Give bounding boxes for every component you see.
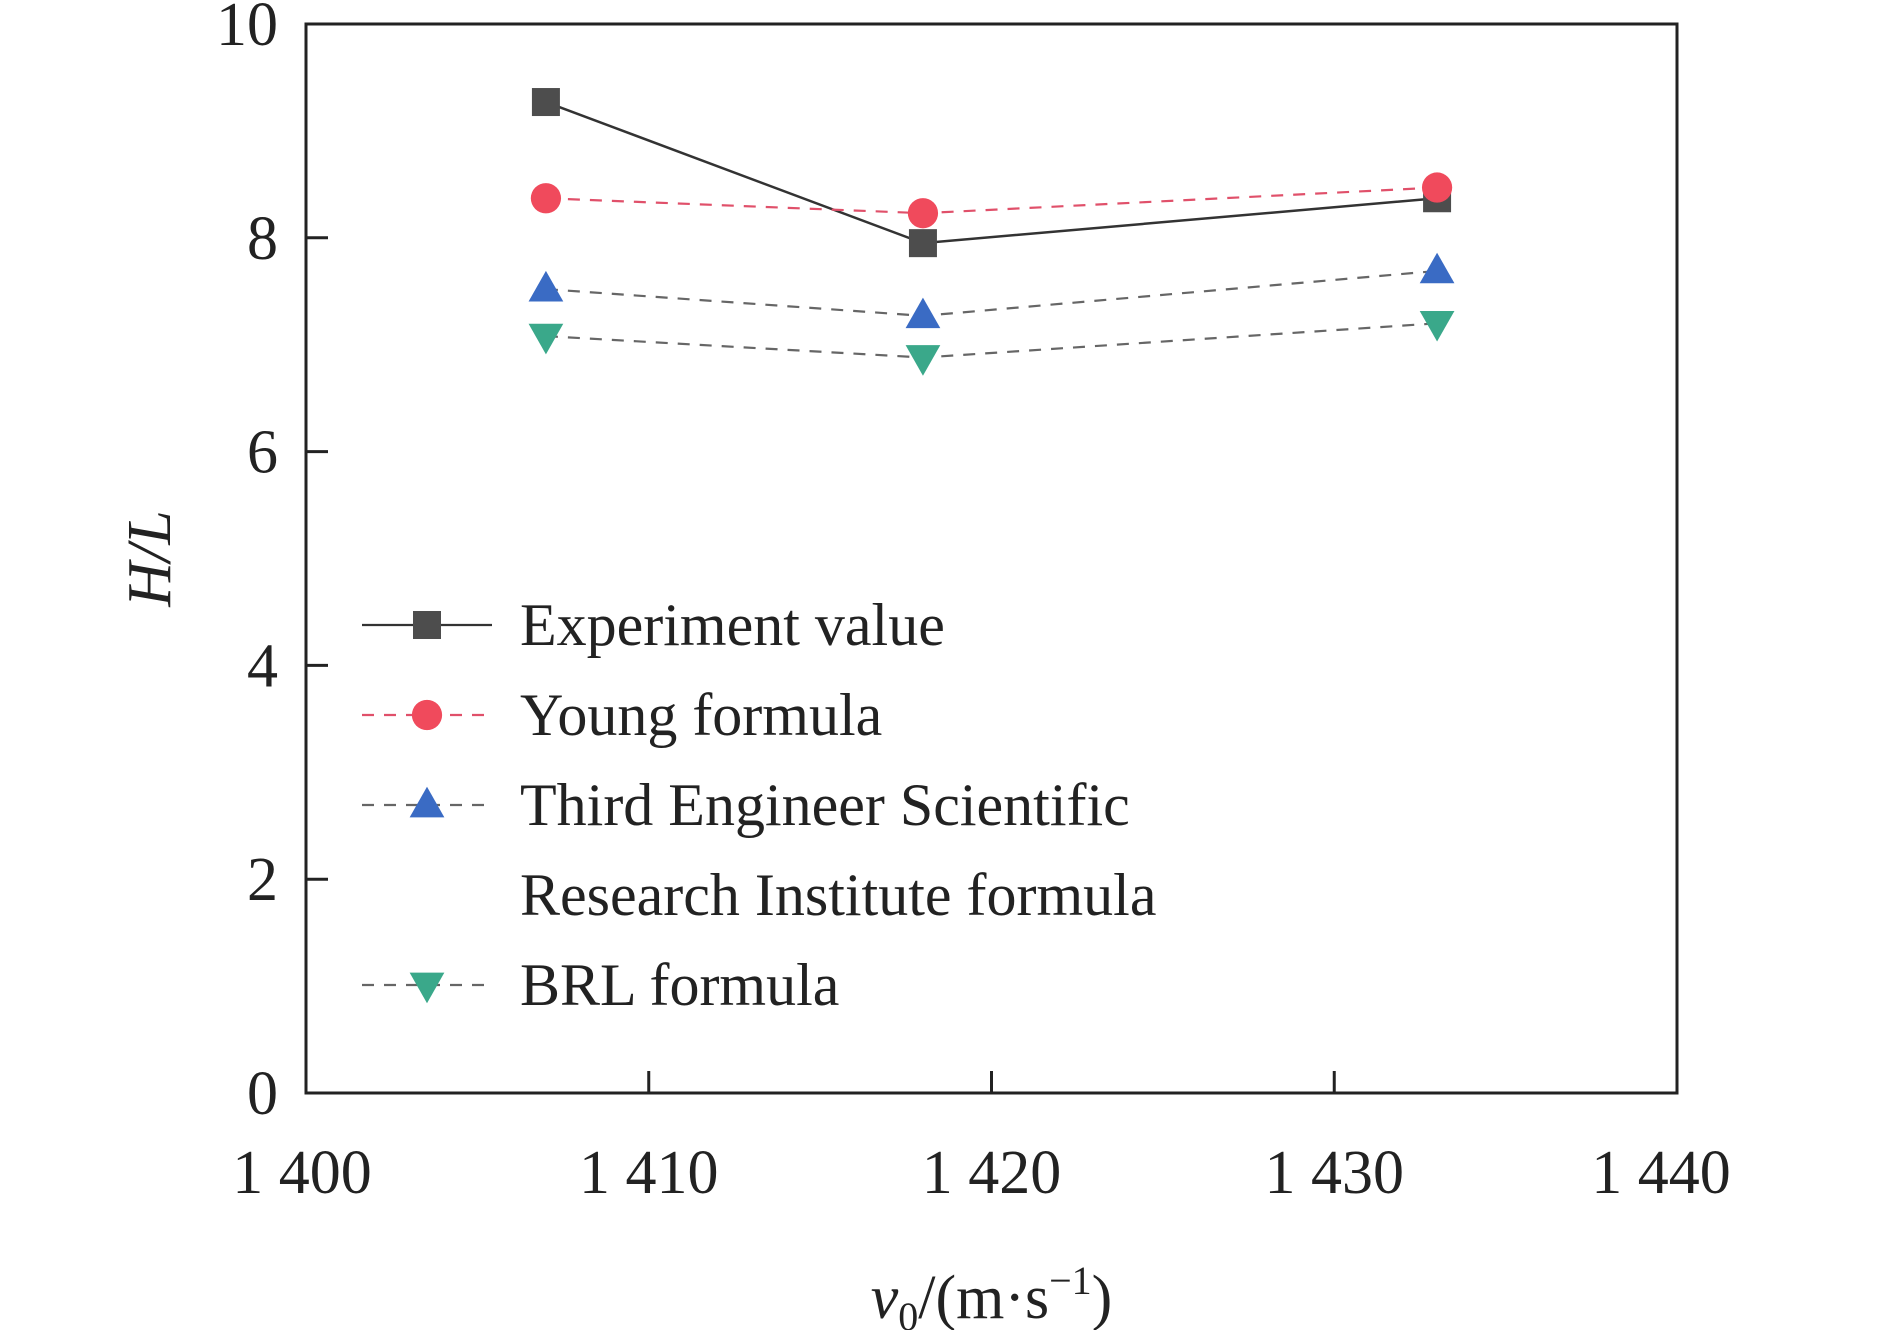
y-tick-label: 0	[247, 1060, 278, 1128]
series-1	[530, 172, 1453, 229]
y-tick-label: 4	[247, 632, 278, 700]
x-tick-label: 1 430	[1265, 1139, 1405, 1207]
legend-label: Young formula	[520, 682, 882, 748]
x-tick-label: 1 400	[232, 1139, 372, 1207]
plot-frame	[304, 22, 1679, 1095]
data-point	[905, 345, 941, 376]
legend-item-3: BRL formula	[362, 952, 839, 1018]
legend-item-1: Young formula	[362, 682, 882, 748]
data-point	[1421, 172, 1453, 203]
data-point	[1419, 252, 1455, 284]
series-line	[545, 269, 1438, 317]
legend-marker	[411, 699, 443, 731]
x-tick-label: 1 440	[1591, 1139, 1731, 1207]
legend-marker	[413, 611, 441, 639]
data-point	[907, 198, 939, 229]
x-axis-label: v0/(m·s−1)	[871, 1258, 1113, 1330]
legend-label: Experiment value	[520, 592, 945, 658]
series-line	[545, 322, 1438, 359]
legend-label: Research Institute formula	[520, 862, 1156, 928]
legend-item-0: Experiment value	[362, 592, 945, 658]
legend-label: Third Engineer Scientific	[520, 772, 1130, 838]
x-tick-label: 1 420	[922, 1139, 1062, 1207]
y-tick-label: 2	[247, 846, 278, 914]
legend-marker	[409, 972, 445, 1004]
legend-item-2: Third Engineer Scientific Research Instit…	[362, 772, 1156, 928]
legend-label: BRL formula	[520, 952, 839, 1018]
series-2	[528, 252, 1455, 329]
data-point	[528, 270, 564, 302]
series-layer	[528, 88, 1455, 376]
legend: Experiment value Young formula Third Engin…	[362, 592, 1156, 1018]
data-point	[1419, 310, 1455, 342]
y-tick-label: 8	[247, 205, 278, 273]
axes-layer: 1 400 1 410 1 420 1 430 1 440 0 2 4 6 8 10 H/L v0/(m…	[116, 0, 1731, 1330]
series-0	[531, 88, 1452, 258]
legend-marker	[409, 786, 445, 818]
x-tick-label: 1 410	[579, 1139, 719, 1207]
series-3	[528, 310, 1455, 376]
y-tick-label: 10	[216, 0, 278, 59]
data-point	[528, 323, 564, 355]
data-point	[530, 183, 562, 214]
data-point	[908, 229, 937, 258]
data-point	[905, 297, 941, 329]
y-tick-label: 6	[247, 419, 278, 487]
data-point	[531, 88, 560, 117]
series-line	[545, 100, 1438, 245]
y-axis-label: H/L	[116, 510, 184, 607]
